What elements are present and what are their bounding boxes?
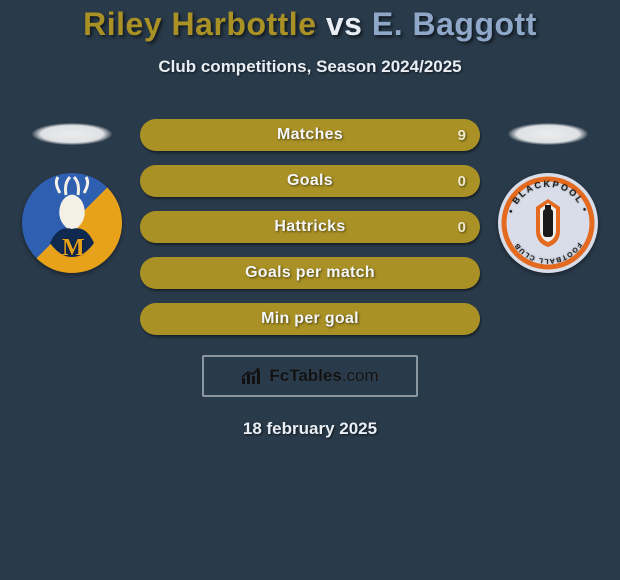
club-badge-mansfield: M <box>22 173 122 273</box>
page-title: Riley Harbottle vs E. Baggott <box>0 6 620 43</box>
stat-bar: Hattricks 0 <box>140 211 480 243</box>
stat-bar: Min per goal <box>140 303 480 335</box>
stag-icon: M <box>22 173 122 273</box>
player1-column: M <box>22 119 122 273</box>
player1-name: Riley Harbottle <box>83 6 316 42</box>
player2-name: E. Baggott <box>372 6 537 42</box>
brand-box[interactable]: FcTables.com <box>202 355 418 397</box>
blackpool-crest-icon: • BLACKPOOL • FOOTBALL CLUB <box>498 173 598 273</box>
stat-label: Goals <box>287 172 333 190</box>
brand-bold: FcTables <box>269 366 341 385</box>
stat-bar: Goals 0 <box>140 165 480 197</box>
stat-bars: Matches 9 Goals 0 Hattricks 0 Goals per match M… <box>140 119 480 335</box>
stat-label: Goals per match <box>245 264 375 282</box>
stat-value-right: 9 <box>458 127 466 144</box>
player1-photo-placeholder <box>32 123 112 145</box>
main-row: M Matches 9 Goals 0 Hattricks 0 Goals per matc… <box>0 119 620 335</box>
stat-label: Hattricks <box>274 218 345 236</box>
bars-chart-icon <box>241 367 263 385</box>
stat-value-right: 0 <box>458 219 466 236</box>
date-line: 18 february 2025 <box>0 419 620 439</box>
stat-bar: Matches 9 <box>140 119 480 151</box>
player2-photo-placeholder <box>508 123 588 145</box>
player2-column: • BLACKPOOL • FOOTBALL CLUB <box>498 119 598 273</box>
stat-bar: Goals per match <box>140 257 480 289</box>
brand-light: .com <box>342 366 379 385</box>
subtitle: Club competitions, Season 2024/2025 <box>0 57 620 77</box>
stat-value-right: 0 <box>458 173 466 190</box>
badge-letter: M <box>62 235 85 261</box>
stat-label: Min per goal <box>261 310 359 328</box>
club-badge-blackpool: • BLACKPOOL • FOOTBALL CLUB <box>498 173 598 273</box>
stat-label: Matches <box>277 126 343 144</box>
brand-text: FcTables.com <box>269 366 378 386</box>
vs-separator: vs <box>326 6 363 42</box>
comparison-card: Riley Harbottle vs E. Baggott Club compe… <box>0 0 620 439</box>
